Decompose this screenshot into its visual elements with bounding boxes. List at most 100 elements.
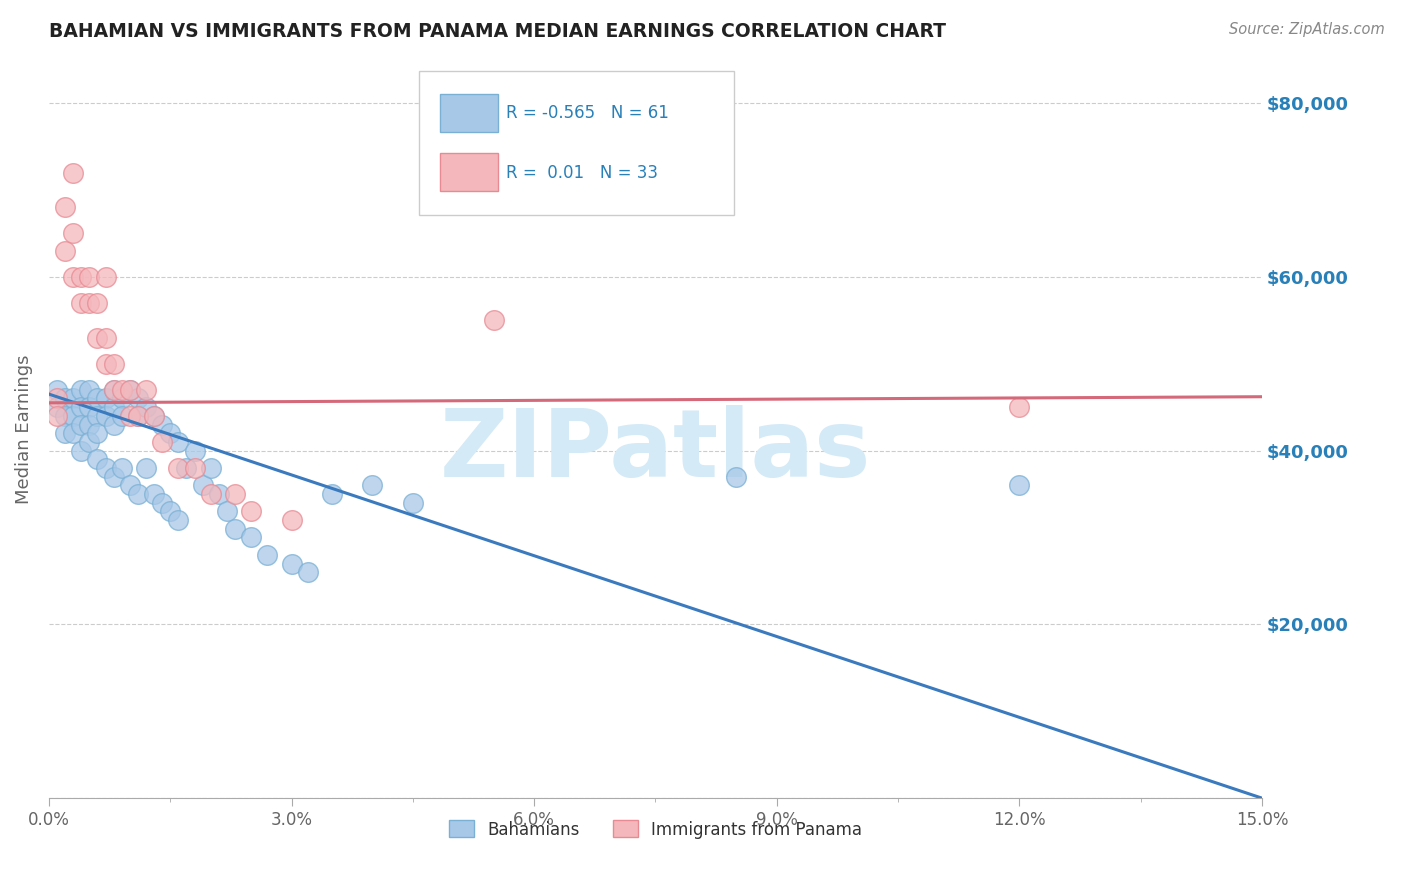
Point <box>53 244 76 258</box>
Point <box>150 417 173 432</box>
Point <box>159 504 181 518</box>
Point <box>208 487 231 501</box>
Point <box>62 269 84 284</box>
Point <box>143 409 166 423</box>
Point <box>297 566 319 580</box>
Point <box>70 383 93 397</box>
Point <box>361 478 384 492</box>
Point <box>280 557 302 571</box>
Point <box>70 269 93 284</box>
Point <box>482 313 505 327</box>
Point <box>53 200 76 214</box>
Point <box>70 443 93 458</box>
Y-axis label: Median Earnings: Median Earnings <box>15 354 32 504</box>
Point <box>103 469 125 483</box>
Point <box>86 296 108 310</box>
Point <box>150 434 173 449</box>
Point <box>46 392 69 406</box>
Point <box>86 452 108 467</box>
FancyBboxPatch shape <box>440 153 498 191</box>
Point <box>53 409 76 423</box>
Point <box>111 383 134 397</box>
Point <box>143 487 166 501</box>
Point <box>62 227 84 241</box>
Point <box>135 400 157 414</box>
Text: ZIPatlas: ZIPatlas <box>440 405 872 497</box>
Point <box>321 487 343 501</box>
FancyBboxPatch shape <box>440 94 498 132</box>
Point <box>167 434 190 449</box>
Point <box>79 383 101 397</box>
Point <box>62 165 84 179</box>
Text: R =  0.01   N = 33: R = 0.01 N = 33 <box>506 163 658 182</box>
Point <box>176 461 198 475</box>
Point <box>46 409 69 423</box>
Point <box>725 469 748 483</box>
Point <box>256 548 278 562</box>
Point <box>46 383 69 397</box>
Point <box>200 461 222 475</box>
Point <box>70 417 93 432</box>
Point <box>240 531 263 545</box>
Point <box>167 513 190 527</box>
Point <box>94 461 117 475</box>
Point <box>103 383 125 397</box>
Point <box>224 487 246 501</box>
Point <box>159 426 181 441</box>
Point <box>86 409 108 423</box>
Point <box>86 392 108 406</box>
Point <box>103 417 125 432</box>
Point <box>94 409 117 423</box>
Point <box>86 331 108 345</box>
Point <box>111 392 134 406</box>
Text: BAHAMIAN VS IMMIGRANTS FROM PANAMA MEDIAN EARNINGS CORRELATION CHART: BAHAMIAN VS IMMIGRANTS FROM PANAMA MEDIA… <box>49 22 946 41</box>
Point <box>79 400 101 414</box>
Point <box>62 426 84 441</box>
Point <box>183 443 205 458</box>
Point <box>103 400 125 414</box>
Point <box>402 496 425 510</box>
Text: R = -0.565   N = 61: R = -0.565 N = 61 <box>506 103 669 122</box>
Point <box>127 409 149 423</box>
Point <box>118 409 141 423</box>
Point <box>111 409 134 423</box>
Point <box>215 504 238 518</box>
Point <box>103 383 125 397</box>
Point <box>135 383 157 397</box>
Point <box>94 357 117 371</box>
Point <box>167 461 190 475</box>
Point <box>183 461 205 475</box>
Point <box>94 269 117 284</box>
Point <box>191 478 214 492</box>
Point <box>224 522 246 536</box>
Point <box>143 409 166 423</box>
Point <box>240 504 263 518</box>
Point <box>86 426 108 441</box>
Point <box>200 487 222 501</box>
Point <box>79 296 101 310</box>
Point <box>53 392 76 406</box>
Point <box>280 513 302 527</box>
Point <box>135 461 157 475</box>
Legend: Bahamians, Immigrants from Panama: Bahamians, Immigrants from Panama <box>441 814 869 846</box>
Point <box>79 417 101 432</box>
Point <box>62 409 84 423</box>
Point <box>127 487 149 501</box>
Point <box>111 461 134 475</box>
Point <box>46 400 69 414</box>
Point <box>1008 400 1031 414</box>
Point <box>70 400 93 414</box>
Point <box>127 409 149 423</box>
Point <box>62 392 84 406</box>
Point <box>94 331 117 345</box>
Point <box>118 383 141 397</box>
Text: Source: ZipAtlas.com: Source: ZipAtlas.com <box>1229 22 1385 37</box>
Point <box>70 296 93 310</box>
Point <box>103 357 125 371</box>
FancyBboxPatch shape <box>419 70 734 215</box>
Point <box>1008 478 1031 492</box>
Point <box>127 392 149 406</box>
Point <box>150 496 173 510</box>
Point <box>118 478 141 492</box>
Point <box>94 392 117 406</box>
